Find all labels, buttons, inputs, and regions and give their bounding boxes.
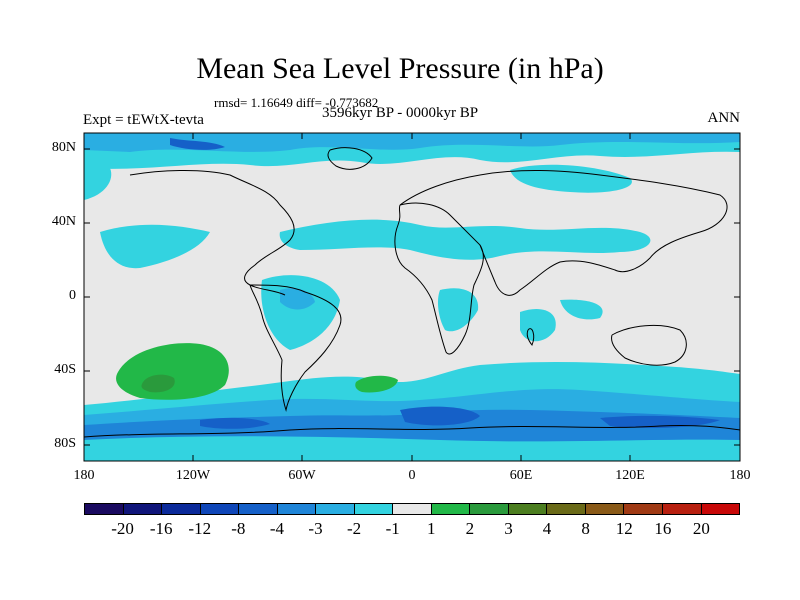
colorbar-label: 4: [542, 519, 552, 538]
subtropical-cyan-band: [279, 219, 651, 260]
south-atlantic-green: [355, 375, 398, 393]
lat-ticks: [84, 148, 740, 446]
npac-west-cyan: [84, 168, 112, 200]
colorbar-label: 2: [465, 519, 475, 538]
colorbar-label: -12: [188, 519, 212, 538]
samerica-blue: [280, 288, 315, 310]
colorbar-label: 20: [692, 519, 710, 538]
colorbar-label: -1: [385, 519, 400, 538]
colorbar-swatch: [277, 504, 317, 514]
africa-cyan: [437, 288, 479, 332]
coastlines: [84, 147, 740, 438]
colorbar-swatch: [624, 504, 663, 514]
colorbar-label: 1: [427, 519, 436, 538]
greenland-coast: [327, 147, 373, 170]
colorbar-swatch: [239, 504, 278, 514]
antarctic-interior-cyan: [84, 436, 740, 461]
maritime-cyan: [560, 299, 603, 320]
colorbar-label: -2: [347, 519, 362, 538]
antarctic-deep-blue-patch-west: [200, 417, 270, 429]
colorbar: [84, 503, 740, 515]
eurasia-coast: [399, 169, 728, 296]
lat-label-40n: 40N: [51, 214, 76, 229]
colorbar-swatch: [354, 504, 394, 514]
colorbar-swatch: [393, 504, 432, 514]
colorbar-label: -3: [308, 519, 323, 538]
colorbar-swatch: [200, 504, 240, 514]
antarctic-deep-blue-patch-east: [600, 415, 720, 428]
lon-label-0: 0: [408, 468, 416, 483]
arctic-patch-mid-blue: [170, 138, 225, 150]
colorbar-swatch: [431, 504, 471, 514]
siberia-cyan: [510, 164, 632, 193]
colorbar-swatch: [701, 504, 740, 514]
colorbar-swatch: [508, 504, 548, 514]
australia-coast: [611, 325, 687, 366]
colorbar-label: -16: [149, 519, 173, 538]
colorbar-label: -4: [269, 519, 285, 538]
lon-label-180w: 180: [73, 468, 95, 483]
antarctica-coast: [84, 424, 740, 438]
colorbar-swatch: [662, 504, 702, 514]
colorbar-swatch: [162, 504, 201, 514]
madagascar-coast: [526, 328, 535, 346]
colorbar-swatch: [470, 504, 509, 514]
lat-label-0: 0: [69, 288, 76, 303]
experiment-text: Expt = tEWtX-tevta: [83, 112, 204, 128]
lon-label-120w: 120W: [175, 468, 211, 483]
antarctic-deep-blue-patch: [400, 406, 480, 426]
lon-label-120e: 120E: [615, 468, 645, 483]
colorbar-label: 3: [504, 519, 513, 538]
arctic-anomaly-blue: [84, 133, 740, 152]
africa-coast: [394, 202, 484, 355]
lon-label-180e: 180: [729, 468, 751, 483]
lon-ticks: [83, 133, 741, 461]
map-title: Mean Sea Level Pressure (in hPa): [196, 52, 604, 85]
lat-label-80s: 80S: [54, 436, 76, 451]
colorbar-label: -8: [231, 519, 246, 538]
colorbar-label: 12: [615, 519, 633, 538]
colorbar-label: 8: [581, 519, 590, 538]
south-america-coast: [249, 284, 342, 412]
period-text: 3596kyr BP - 0000kyr BP: [322, 105, 479, 121]
lon-label-60w: 60W: [288, 468, 316, 483]
south-pacific-dark-green: [141, 374, 175, 393]
lon-label-60e: 60E: [509, 468, 533, 483]
rmsd-diff-text: rmsd= 1.16649 diff= -0.773682: [214, 95, 379, 110]
lat-label-80n: 80N: [51, 140, 76, 155]
colorbar-label: 16: [654, 519, 672, 538]
colorbar-swatch: [585, 504, 625, 514]
colorbar-swatch: [85, 504, 124, 514]
indian-ocean-cyan: [520, 309, 556, 342]
colorbar-label: -20: [111, 519, 134, 538]
colorbar-swatch: [316, 504, 355, 514]
npac-subtropical-cyan: [100, 224, 210, 269]
season-text: ANN: [707, 110, 741, 126]
lat-label-40s: 40S: [54, 362, 76, 377]
north-america-coast: [129, 169, 295, 296]
colorbar-swatch: [123, 504, 163, 514]
colorbar-swatch: [547, 504, 586, 514]
